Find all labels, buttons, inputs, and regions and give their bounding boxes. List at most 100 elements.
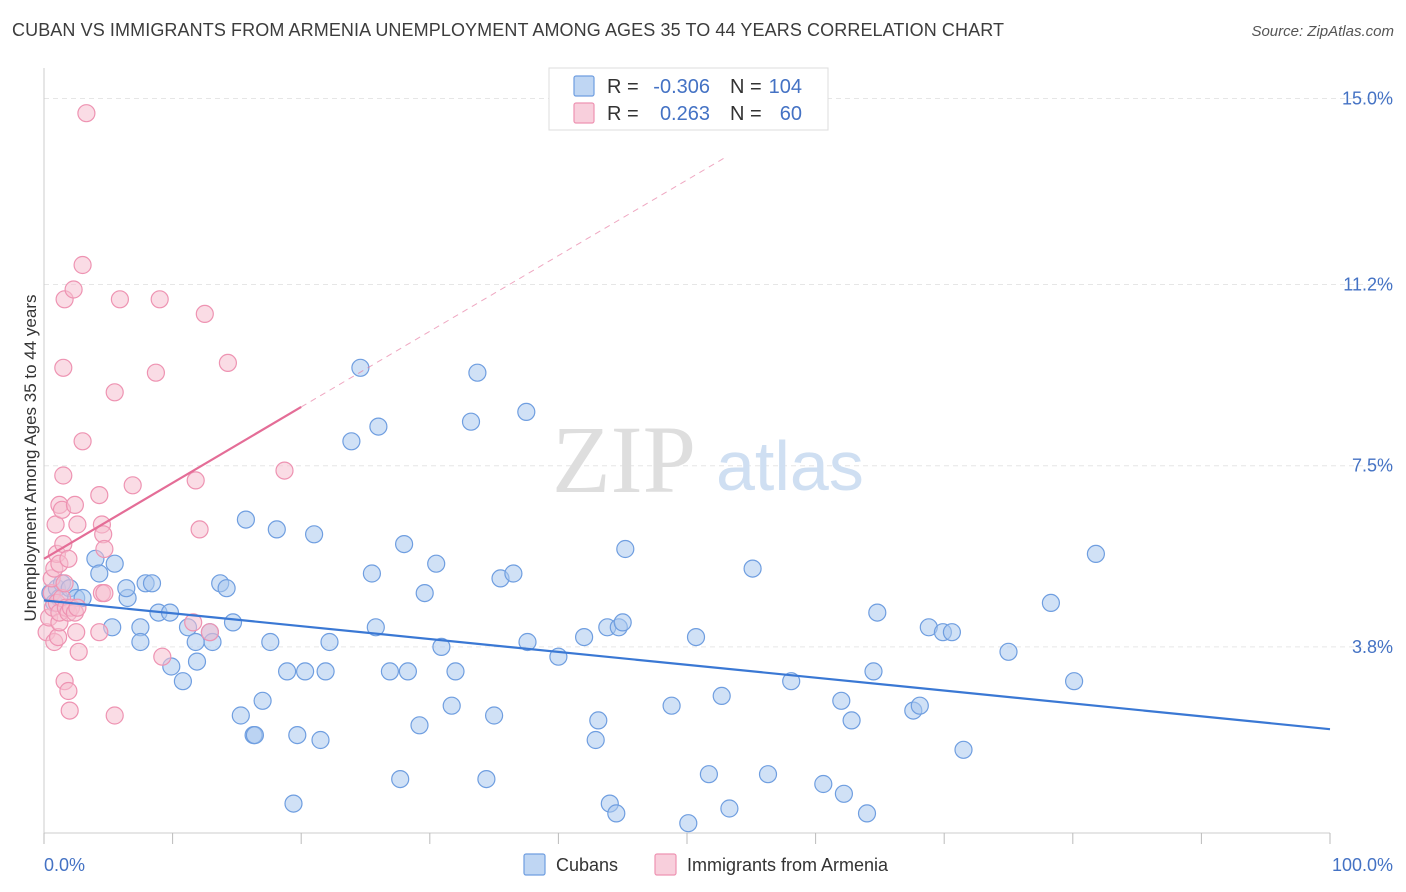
watermark: ZIP atlas <box>552 406 864 513</box>
armenia-point <box>123 476 142 495</box>
cubans-point <box>1064 672 1084 691</box>
cubans-point <box>574 627 594 647</box>
legend-label-armenia[interactable]: Immigrants from Armenia <box>687 855 889 875</box>
cubans-point <box>679 814 698 833</box>
cubans-point <box>236 510 255 529</box>
stats-r-label-cubans: R = <box>607 76 639 98</box>
cubans-point <box>369 417 388 436</box>
legend-swatch-armenia[interactable] <box>654 853 677 876</box>
cubans-point <box>586 730 605 750</box>
cubans-point <box>758 765 778 784</box>
armenia-trendline-extension <box>300 156 726 408</box>
armenia-point <box>275 461 294 480</box>
source-note: Source: ZipAtlas.com <box>1251 23 1394 40</box>
legend-label-cubans[interactable]: Cubans <box>556 855 618 875</box>
stats-r-label-armenia: R = <box>607 103 639 125</box>
cubans-point <box>857 804 877 823</box>
armenia-point <box>153 647 172 666</box>
cubans-point <box>743 559 762 578</box>
cubans-point <box>427 554 446 573</box>
cubans-point <box>362 564 381 583</box>
armenia-point <box>59 681 78 701</box>
stats-n-value-cubans: 104 <box>769 76 802 98</box>
y-tick-label: 7.5% <box>1352 456 1393 476</box>
cubans-point <box>832 691 851 710</box>
armenia-point <box>110 290 130 309</box>
armenia-point <box>77 104 96 123</box>
cubans-point <box>686 627 706 647</box>
cubans-point <box>662 696 681 715</box>
y-axis-title: Unemployment Among Ages 35 to 44 years <box>21 295 40 622</box>
armenia-point <box>150 290 169 309</box>
stats-n-label-armenia: N = <box>730 103 762 125</box>
cubans-point <box>864 662 883 681</box>
watermark-zip: ZIP <box>552 406 696 513</box>
cubans-point <box>311 730 330 750</box>
cubans-point <box>267 520 286 539</box>
stats-swatch-armenia <box>573 102 595 124</box>
armenia-point <box>105 706 124 725</box>
stats-r-value-cubans: -0.306 <box>653 76 710 98</box>
armenia-point <box>90 623 109 642</box>
armenia-point <box>54 466 73 485</box>
cubans-point <box>720 799 739 818</box>
cubans-point <box>468 363 487 382</box>
cubans-point <box>910 696 929 715</box>
cubans-point <box>395 534 414 554</box>
armenia-point <box>59 549 78 568</box>
cubans-point <box>398 662 417 681</box>
cubans-point <box>1041 593 1061 613</box>
cubans-point <box>942 623 962 642</box>
cubans-point <box>245 725 264 745</box>
cubans-point <box>380 662 399 681</box>
cubans-point <box>504 564 523 583</box>
armenia-point <box>67 623 86 642</box>
cubans-point <box>366 618 385 637</box>
armenia-point <box>73 255 92 275</box>
cubans-point <box>782 672 801 691</box>
cubans-point <box>90 564 109 583</box>
cubans-point <box>261 632 280 652</box>
armenia-point <box>64 280 83 299</box>
cubans-point <box>999 642 1018 661</box>
stats-box: R = -0.306 N = 104 R = 0.263 N = 60 <box>548 67 829 131</box>
cubans-point <box>868 603 887 622</box>
cubans-point <box>186 632 205 652</box>
armenia-point <box>195 304 214 323</box>
cubans-point <box>391 769 410 789</box>
cubans-point <box>699 765 719 784</box>
cubans-point <box>613 613 632 632</box>
stats-n-label-cubans: N = <box>730 76 762 98</box>
cubans-trendline <box>43 599 1331 731</box>
cubans-point <box>1086 544 1106 564</box>
cubans-point <box>446 662 465 681</box>
cubans-point <box>305 525 324 544</box>
stats-box-frame <box>548 67 829 131</box>
stats-r-value-armenia: 0.263 <box>660 103 710 125</box>
cubans-point <box>477 769 496 789</box>
cubans-point <box>954 740 973 759</box>
armenia-point <box>55 574 74 593</box>
y-tick-labels: 3.8% 7.5% 11.2% 15.0% <box>1342 88 1393 656</box>
armenia-point <box>60 701 79 720</box>
cubans-point <box>284 794 303 813</box>
x-tick-label-min: 0.0% <box>44 855 85 875</box>
cubans-point <box>616 539 635 559</box>
armenia-point <box>69 642 88 661</box>
armenia-point <box>146 363 165 382</box>
armenia-point <box>105 383 124 402</box>
cubans-point <box>351 358 370 377</box>
cubans-point <box>518 632 537 652</box>
legend-swatch-cubans[interactable] <box>523 853 546 876</box>
armenia-point <box>65 495 85 514</box>
x-tick-label-max: 100.0% <box>1332 855 1393 875</box>
y-tick-label: 15.0% <box>1342 88 1393 108</box>
cubans-point <box>142 574 162 593</box>
cubans-point <box>485 706 504 725</box>
cubans-point <box>278 662 297 681</box>
legend: Cubans Immigrants from Armenia <box>523 853 889 876</box>
armenia-point <box>95 539 114 559</box>
grid-layer <box>44 97 1393 648</box>
armenia-point <box>54 358 73 377</box>
